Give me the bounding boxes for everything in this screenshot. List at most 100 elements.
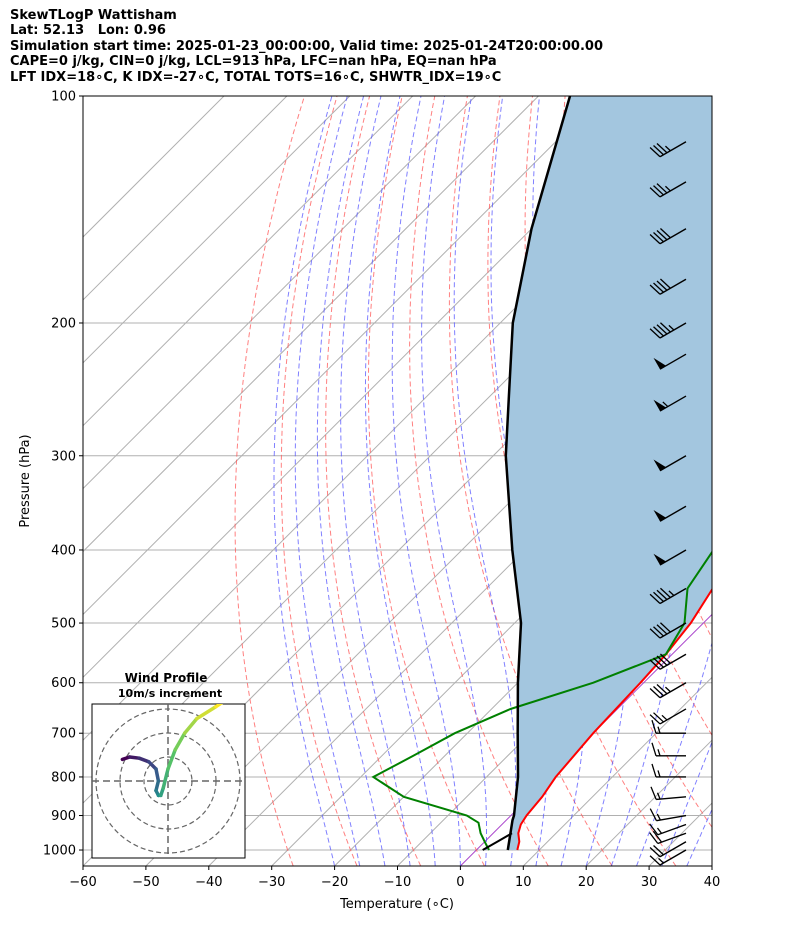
hodograph-trace-segment — [195, 704, 218, 721]
wind-barb-full — [653, 145, 664, 156]
wind-barb-full — [649, 714, 661, 725]
dry-adiabat — [234, 96, 305, 866]
moist-adiabat — [340, 96, 411, 866]
hodograph-trace-segment — [183, 716, 199, 735]
dry-adiabat — [367, 96, 485, 866]
wind-barb — [649, 141, 687, 158]
chart-header: SkewTLogP Wattisham Lat: 52.13 Lon: 0.96 S… — [10, 8, 603, 85]
x-axis-label: Temperature (∘C) — [339, 897, 454, 912]
wind-barb-half — [668, 590, 675, 597]
wind-barb-staff — [657, 832, 687, 845]
wind-barb — [649, 708, 687, 725]
hodograph-trace-segment — [161, 767, 170, 790]
wind-barb — [649, 622, 687, 639]
wind-barb-full — [656, 230, 668, 241]
x-tick-label: 30 — [641, 875, 658, 890]
wind-barb-full — [653, 232, 664, 243]
y-tick-label: 600 — [51, 676, 76, 691]
wind-barb-full — [649, 628, 661, 639]
wind-barb-half — [661, 714, 668, 721]
wind-barb-full — [653, 712, 664, 723]
wind-barb-staff — [659, 841, 687, 858]
wind-barb-full — [653, 326, 664, 337]
x-tick-label: −20 — [321, 875, 348, 890]
wind-barb-full — [653, 282, 664, 293]
dry-adiabat — [280, 96, 358, 866]
wind-barb-full — [656, 655, 668, 666]
wind-barb-full — [656, 589, 668, 601]
wind-barb-half — [664, 686, 671, 693]
x-tick-label: 0 — [456, 875, 464, 890]
simulation-time-label: Simulation start time: 2025-01-23_00:00:… — [10, 38, 603, 54]
wind-barb-half — [656, 827, 663, 834]
wind-barb-full — [660, 278, 671, 289]
wind-barb-full — [649, 846, 661, 858]
wind-barb-full — [656, 324, 668, 335]
moist-adiabat — [421, 96, 487, 866]
wind-barb-staff — [659, 708, 687, 725]
moist-adiabat — [391, 96, 461, 866]
wind-barb-staff — [659, 322, 687, 339]
wind-barb-staff — [659, 228, 687, 245]
wind-barb-full — [651, 763, 657, 778]
wind-barb-half — [658, 857, 664, 864]
moist-adiabat — [316, 96, 386, 866]
dewpoint-line — [371, 550, 712, 851]
dry-adiabat — [524, 96, 712, 829]
wind-barb-half — [657, 749, 661, 757]
wind-barb-flag — [653, 357, 667, 370]
moist-adiabat — [294, 96, 361, 866]
wind-barb — [649, 322, 687, 339]
wind-barb-full — [649, 234, 661, 245]
wind-barb-full — [651, 720, 657, 734]
y-tick-label: 400 — [51, 543, 76, 558]
x-tick-label: 10 — [515, 875, 532, 890]
wind-barb-full — [649, 593, 661, 605]
moist-adiabat — [636, 96, 712, 866]
wind-barb — [649, 808, 687, 822]
wind-barb-full — [653, 657, 664, 668]
wind-barb — [651, 720, 686, 734]
wind-barb-full — [660, 653, 671, 664]
wind-barb-full — [649, 855, 661, 866]
y-axis-label: Pressure (hPa) — [18, 434, 33, 527]
wind-barb-flag — [653, 509, 667, 522]
wind-barb — [653, 455, 687, 472]
y-tick-label: 800 — [51, 770, 76, 785]
dry-adiabat — [409, 96, 549, 866]
x-tick-label: 40 — [704, 875, 721, 890]
y-tick-label: 1000 — [43, 844, 76, 859]
wind-barb-full — [653, 626, 664, 637]
wind-barb-full — [649, 808, 658, 822]
wind-barb-full — [656, 624, 668, 635]
wind-barb-half — [656, 813, 661, 821]
wind-barb-staff — [659, 622, 687, 639]
y-tick-label: 300 — [51, 449, 76, 464]
dry-adiabat — [487, 96, 677, 866]
isotherm-line — [711, 865, 712, 866]
wind-barb-staff — [659, 278, 687, 295]
wind-barb-full — [649, 823, 659, 836]
hodograph-subtitle: 10m/s increment — [118, 687, 222, 700]
wind-barb-full — [649, 284, 661, 295]
isotherm-line — [83, 96, 351, 364]
y-tick-label: 500 — [51, 617, 76, 632]
parcel-area-fill — [505, 96, 712, 850]
wind-barb-half — [657, 726, 661, 734]
isotherm-line — [83, 96, 602, 616]
isotherm-line — [522, 676, 712, 866]
wind-barb-full — [660, 228, 671, 239]
wind-barb — [649, 653, 687, 670]
wind-barb-half — [656, 792, 661, 800]
wind-barb-full — [653, 591, 664, 603]
wind-barb — [653, 395, 687, 412]
wind-barb-full — [653, 844, 664, 856]
dry-adiabat — [325, 96, 422, 866]
wind-barb — [651, 763, 686, 778]
wind-barb-staff — [657, 823, 687, 836]
station-title: SkewTLogP Wattisham — [10, 8, 177, 23]
wind-barb-full — [649, 659, 661, 670]
y-tick-label: 700 — [51, 727, 76, 742]
wind-barb — [651, 742, 686, 757]
